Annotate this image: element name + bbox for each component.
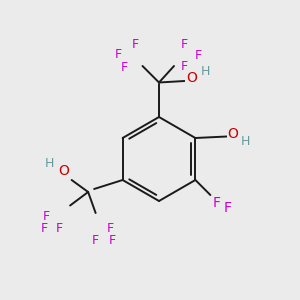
Text: F: F — [41, 222, 48, 236]
Text: F: F — [212, 196, 220, 210]
Text: F: F — [109, 233, 116, 247]
Text: O: O — [58, 164, 69, 178]
Text: F: F — [181, 38, 188, 52]
Text: O: O — [186, 71, 197, 85]
Text: H: H — [45, 157, 54, 170]
Text: F: F — [92, 233, 99, 247]
Text: F: F — [181, 59, 188, 73]
Text: F: F — [115, 47, 122, 61]
Text: H: H — [241, 135, 250, 148]
Text: H: H — [201, 64, 210, 78]
Text: F: F — [107, 221, 114, 235]
Text: F: F — [121, 61, 128, 74]
Text: F: F — [131, 38, 139, 52]
Text: O: O — [227, 127, 238, 141]
Text: F: F — [43, 209, 50, 223]
Text: F: F — [224, 202, 232, 215]
Text: F: F — [194, 49, 202, 62]
Text: F: F — [56, 222, 63, 236]
